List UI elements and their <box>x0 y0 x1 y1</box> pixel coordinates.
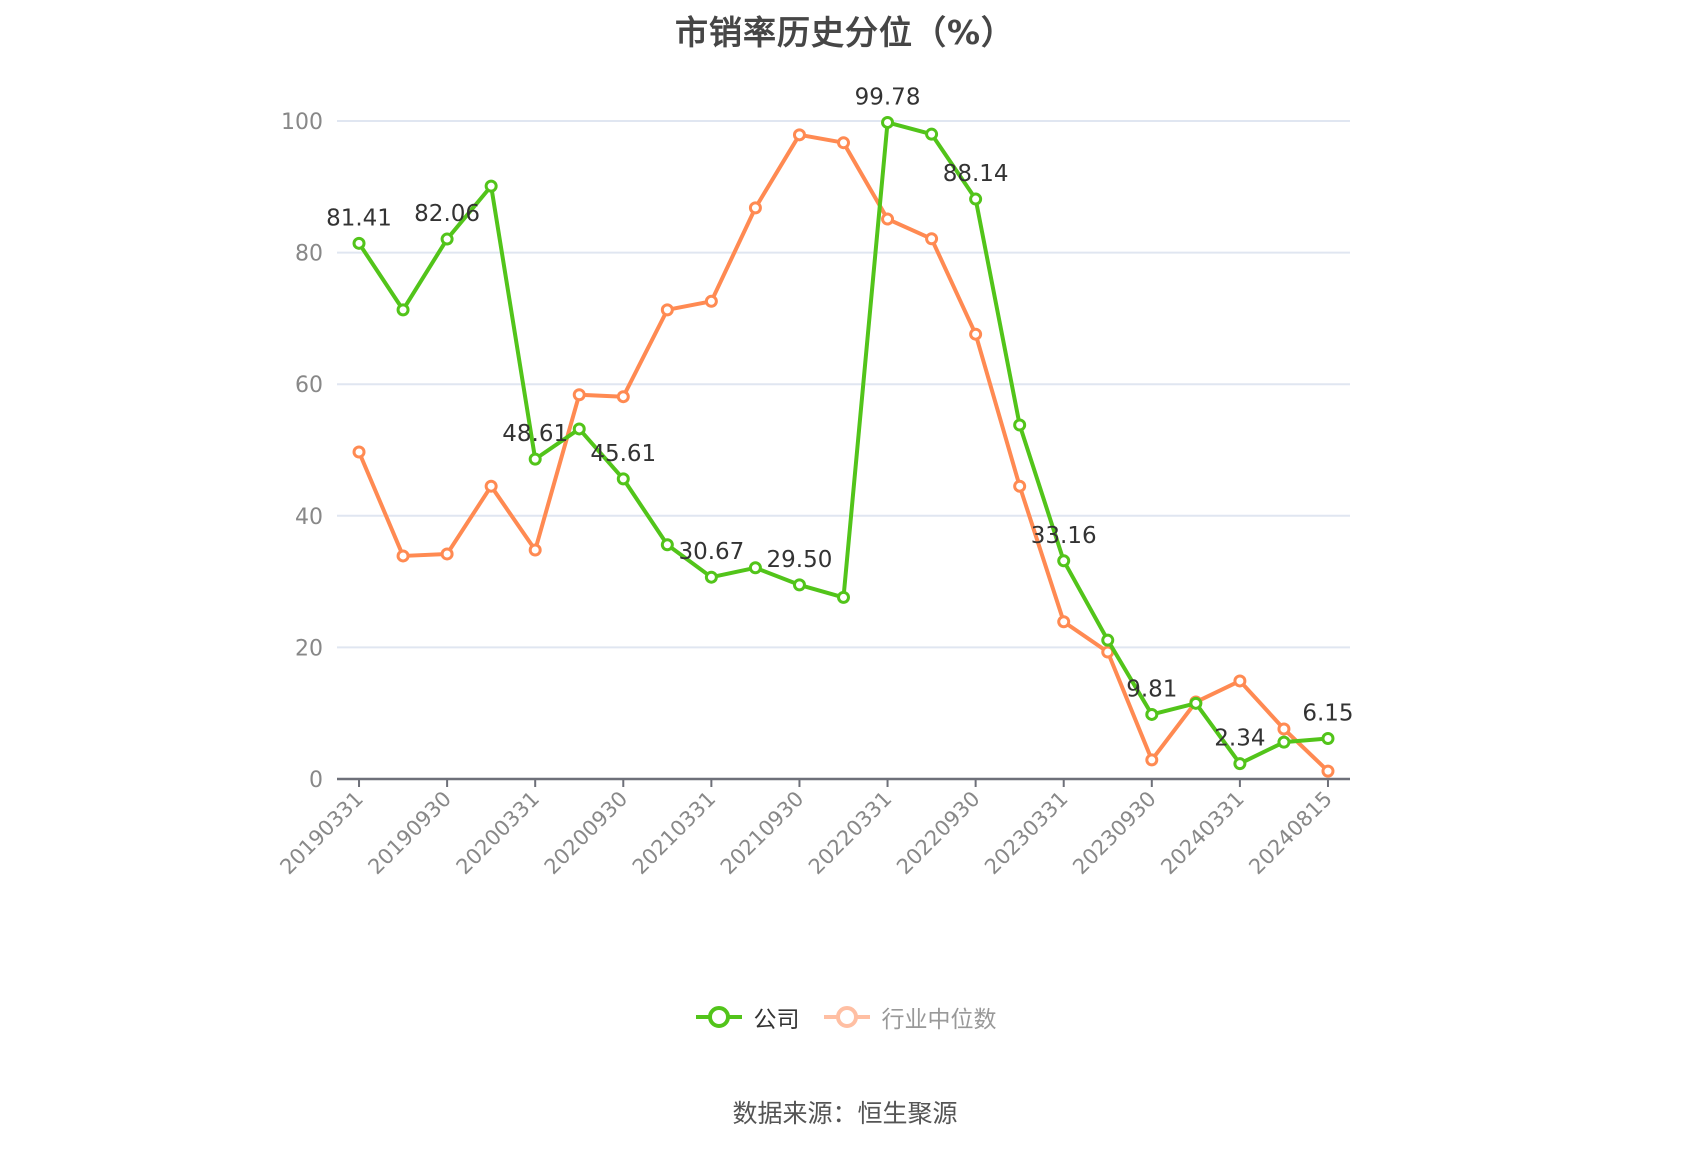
data-point[interactable] <box>925 127 939 141</box>
data-label: 30.67 <box>678 539 744 565</box>
x-tick-label: 20190331 <box>275 787 368 880</box>
series-company <box>352 115 1335 771</box>
data-point[interactable] <box>748 561 762 575</box>
data-point[interactable] <box>484 479 498 493</box>
data-point[interactable] <box>396 303 410 317</box>
data-point[interactable] <box>572 422 586 436</box>
data-point[interactable] <box>1277 735 1291 749</box>
legend-item-industry-median[interactable]: 行业中位数 <box>822 1000 997 1034</box>
data-point[interactable] <box>616 472 630 486</box>
data-point[interactable] <box>660 538 674 552</box>
series-lines <box>352 115 1335 778</box>
data-point[interactable] <box>1233 757 1247 771</box>
y-axis-labels: 0 20 40 60 80 100 <box>281 110 323 793</box>
data-point[interactable] <box>792 578 806 592</box>
legend-line-circle-icon <box>695 1006 742 1028</box>
data-point[interactable] <box>396 549 410 563</box>
x-tick-label: 20190930 <box>364 787 457 880</box>
data-label: 45.61 <box>590 441 656 467</box>
legend-item-company[interactable]: 公司 <box>694 1000 800 1034</box>
data-point[interactable] <box>1189 696 1203 710</box>
data-point[interactable] <box>440 547 454 561</box>
data-point[interactable] <box>528 543 542 557</box>
x-tick-label: 20230331 <box>980 787 1073 880</box>
x-tick-label: 20240331 <box>1156 787 1249 880</box>
data-label: 2.34 <box>1214 726 1265 752</box>
y-gridlines <box>337 120 1350 649</box>
x-tick-label: 20210930 <box>716 787 809 880</box>
data-point[interactable] <box>1321 764 1335 778</box>
data-label: 48.61 <box>502 421 568 447</box>
data-label: 6.15 <box>1302 701 1353 727</box>
data-label: 88.14 <box>943 161 1009 187</box>
data-point[interactable] <box>792 128 806 142</box>
series-industry-median <box>352 128 1335 778</box>
legend: 公司 行业中位数 <box>0 1000 1690 1034</box>
legend-line-circle-icon <box>823 1006 870 1028</box>
data-point[interactable] <box>1101 633 1115 647</box>
data-label: 29.50 <box>767 547 833 573</box>
y-tick-label: 0 <box>309 768 323 793</box>
x-axis: 2019033120190930202003312020093020210331… <box>275 777 1350 880</box>
data-point[interactable] <box>1277 722 1291 736</box>
data-point[interactable] <box>352 236 366 250</box>
y-tick-label: 20 <box>295 636 323 661</box>
data-point[interactable] <box>1233 674 1247 688</box>
data-point[interactable] <box>881 115 895 129</box>
x-tick-label: 20220331 <box>804 787 897 880</box>
data-point[interactable] <box>616 390 630 404</box>
data-labels: 81.41 82.06 48.61 45.61 30.67 29.50 99.78 88.14… <box>326 84 1353 751</box>
data-point[interactable] <box>1057 554 1071 568</box>
data-point[interactable] <box>704 570 718 584</box>
data-point[interactable] <box>881 212 895 226</box>
data-label: 9.81 <box>1126 676 1177 702</box>
data-point[interactable] <box>572 388 586 402</box>
y-tick-label: 40 <box>295 505 323 530</box>
x-tick-label: 20220930 <box>892 787 985 880</box>
data-point[interactable] <box>837 136 850 150</box>
x-tick-label: 20200930 <box>540 787 633 880</box>
data-label: 33.16 <box>1031 523 1097 549</box>
x-tick-label: 20200331 <box>452 787 545 880</box>
data-point[interactable] <box>1013 418 1027 432</box>
data-label: 82.06 <box>414 201 480 227</box>
legend-label-industry-median: 行业中位数 <box>881 1007 997 1033</box>
y-tick-label: 80 <box>295 242 323 267</box>
legend-label-company: 公司 <box>753 1007 800 1033</box>
data-point[interactable] <box>925 232 939 246</box>
data-point[interactable] <box>1013 479 1027 493</box>
data-source-note: 数据来源：恒生聚源 <box>732 1099 958 1128</box>
y-tick-label: 60 <box>295 373 323 398</box>
x-tick-label: 20230930 <box>1068 787 1161 880</box>
data-point[interactable] <box>1057 615 1071 629</box>
data-label: 81.41 <box>326 205 392 231</box>
chart-title: 市销率历史分位（%） <box>674 13 1016 52</box>
data-point[interactable] <box>660 303 674 317</box>
data-point[interactable] <box>440 232 454 246</box>
data-point[interactable] <box>484 179 498 193</box>
data-point[interactable] <box>969 327 983 341</box>
data-label: 99.78 <box>855 84 921 110</box>
data-point[interactable] <box>352 445 366 459</box>
data-point[interactable] <box>1321 732 1335 746</box>
data-point[interactable] <box>1145 707 1159 721</box>
data-point[interactable] <box>528 452 542 466</box>
data-point[interactable] <box>1145 753 1159 767</box>
data-point[interactable] <box>969 192 983 206</box>
data-point[interactable] <box>837 590 850 604</box>
x-tick-label: 20240815 <box>1244 787 1337 880</box>
data-point[interactable] <box>748 201 762 215</box>
data-point[interactable] <box>704 294 718 308</box>
y-tick-label: 100 <box>281 110 323 135</box>
x-tick-label: 20210331 <box>628 787 721 880</box>
